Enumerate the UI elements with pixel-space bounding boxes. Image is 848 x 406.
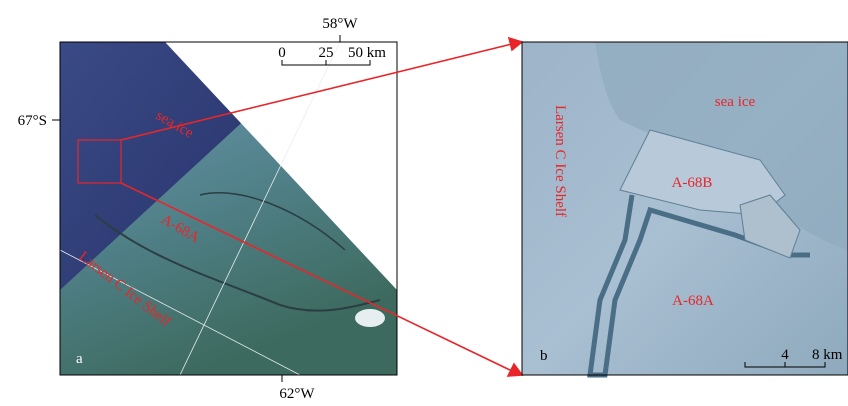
panel-b-frame [521, 41, 848, 376]
scale-label: 4 [781, 347, 789, 363]
map-label: A-68A [672, 293, 714, 309]
scale-label: 25 [319, 45, 334, 61]
map-label: sea ice [715, 94, 756, 110]
scale-label: 0 [278, 45, 286, 61]
zoom-arrows [120, 36, 524, 377]
scale-bar [744, 362, 826, 368]
panel-label: b [540, 348, 548, 364]
scale-label: 50 km [348, 45, 386, 61]
panel-label: a [76, 351, 83, 367]
map-label: Larsen C Ice Shelf [552, 105, 568, 217]
scale-label: 8 km [812, 347, 843, 363]
lat-label: 67°S [18, 113, 47, 129]
panel-a-image [60, 42, 397, 375]
panel-a-frame [59, 41, 398, 376]
lon-label: 62°W [279, 386, 315, 402]
lon-label: 58°W [322, 16, 358, 32]
map-label: A-68B [672, 175, 713, 191]
scale-bar [281, 60, 371, 66]
panel-b-image [522, 42, 848, 378]
